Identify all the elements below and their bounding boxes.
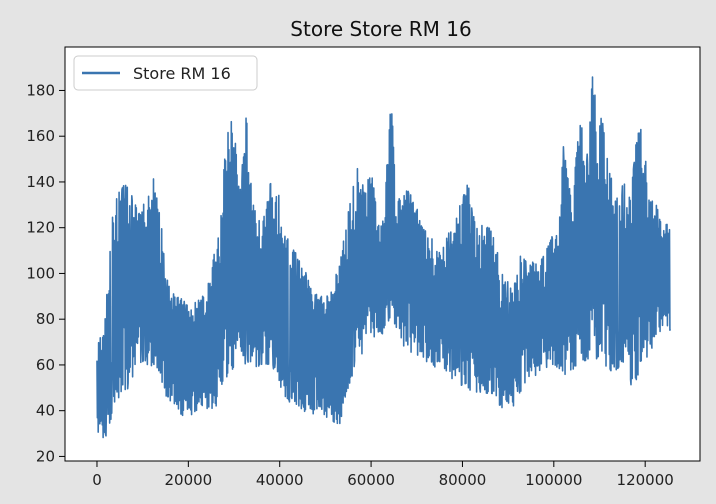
y-tick-label: 140 <box>26 173 55 191</box>
axes-layer: 0 20000 40000 60000 80000 100000 120000 20 40 60 8… <box>26 81 673 489</box>
x-tick-label: 0 <box>92 471 102 489</box>
x-tick-label: 40000 <box>256 471 304 489</box>
legend: Store RM 16 <box>73 55 258 91</box>
series-line-store-rm-16 <box>96 76 672 439</box>
y-tick-label: 120 <box>26 219 55 237</box>
plot-frame <box>64 46 701 462</box>
chart-title: Store Store RM 16 <box>290 17 471 41</box>
legend-label: Store RM 16 <box>133 64 231 83</box>
x-tick-label: 80000 <box>439 471 487 489</box>
series-layer <box>96 76 672 439</box>
y-tick-label: 60 <box>36 356 55 374</box>
x-tick-label: 120000 <box>617 471 674 489</box>
y-tick-label: 180 <box>26 81 55 99</box>
y-tick-label: 20 <box>36 447 55 465</box>
y-tick-label: 80 <box>36 310 55 328</box>
y-tick-label: 100 <box>26 264 55 282</box>
x-tick-label: 100000 <box>525 471 582 489</box>
legend-box <box>73 55 258 91</box>
x-tick-label: 60000 <box>347 471 395 489</box>
y-tick-label: 160 <box>26 127 55 145</box>
y-tick-label: 40 <box>36 402 55 420</box>
x-tick-label: 20000 <box>164 471 212 489</box>
